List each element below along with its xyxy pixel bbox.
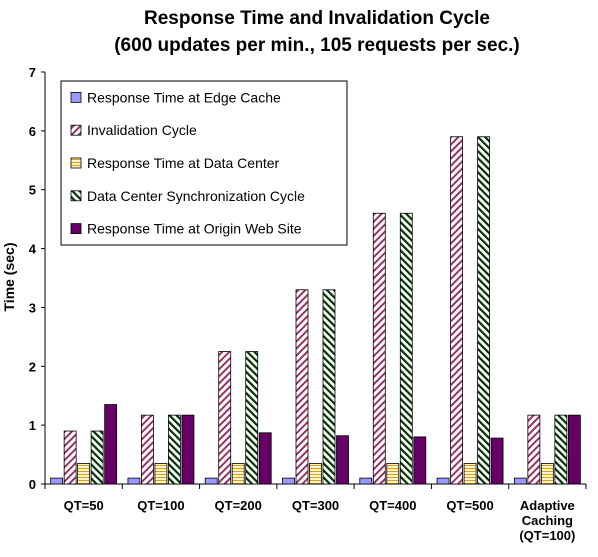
bar-5-3 <box>258 432 272 485</box>
legend-label: Response Time at Data Center <box>87 155 280 171</box>
plot-area: 0 1 2 3 4 5 6 7 QT=50 QT=100 QT=200 QT=300 QT=400 QT=… <box>29 65 587 543</box>
legend-box <box>60 80 348 246</box>
legend: Response Time at Edge Cache Invalidation … <box>60 80 348 246</box>
bar-1-7 <box>513 477 527 485</box>
x-tick-label: (QT=100) <box>519 528 575 543</box>
y-tick-label: 2 <box>29 359 36 374</box>
x-tick-label: QT=400 <box>369 498 416 513</box>
bar-4-3 <box>245 351 259 485</box>
y-tick-label: 3 <box>29 300 36 315</box>
y-tick-label: 5 <box>29 183 36 198</box>
y-tick-label: 7 <box>29 65 36 80</box>
chart-subtitle: (600 updates per min., 105 requests per … <box>114 35 520 56</box>
bar-5-5 <box>413 436 427 485</box>
bar-3-4 <box>309 462 322 485</box>
x-tick-label: Adaptive <box>520 498 575 513</box>
bar-1-4 <box>282 477 295 485</box>
bar-5-4 <box>336 435 349 485</box>
bar-3-7 <box>540 462 554 485</box>
legend-label: Response Time at Edge Cache <box>87 89 281 105</box>
legend-swatch <box>70 92 82 103</box>
legend-swatch <box>70 190 82 202</box>
legend-label: Invalidation Cycle <box>87 122 197 138</box>
bar-1-6 <box>436 477 450 485</box>
bar-2-5 <box>372 212 386 485</box>
bar-3-6 <box>463 462 477 485</box>
bar-5-2 <box>181 414 195 485</box>
y-tick-label: 1 <box>29 418 36 433</box>
x-tick-label: QT=500 <box>446 498 493 513</box>
bar-1-5 <box>359 477 373 485</box>
bar-2-3 <box>218 351 232 485</box>
bar-3-3 <box>231 462 245 485</box>
bar-2-1 <box>63 430 77 485</box>
bar-4-5 <box>399 212 413 485</box>
bar-2-2 <box>141 414 154 485</box>
bar-4-2 <box>168 414 181 485</box>
bar-5-7 <box>567 414 581 485</box>
chart-title: Response Time and Invalidation Cycle <box>144 8 490 29</box>
bar-5-6 <box>490 437 504 485</box>
y-axis-label: Time (sec) <box>1 243 17 312</box>
legend-label: Response Time at Origin Web Site <box>87 221 302 237</box>
x-tick-label: QT=100 <box>137 498 184 513</box>
bar-4-7 <box>554 414 568 485</box>
bar-1-3 <box>204 477 218 485</box>
bar-3-1 <box>77 462 91 485</box>
y-tick-label: 6 <box>29 124 36 139</box>
y-tick-label: 0 <box>29 477 36 492</box>
bar-4-1 <box>90 430 104 485</box>
bar-1-2 <box>127 477 141 485</box>
legend-swatch <box>70 124 82 136</box>
bar-5-1 <box>104 404 118 485</box>
bar-2-4 <box>295 289 309 485</box>
bar-3-5 <box>386 462 400 485</box>
x-tick-label: QT=50 <box>64 498 104 513</box>
x-tick-label: QT=300 <box>292 498 339 513</box>
legend-label: Data Center Synchronization Cycle <box>87 188 305 204</box>
legend-swatch <box>70 223 82 235</box>
x-tick-label: QT=200 <box>215 498 262 513</box>
y-tick-label: 4 <box>29 242 37 257</box>
bar-4-6 <box>477 136 490 485</box>
bar-3-2 <box>154 462 168 485</box>
bar-2-7 <box>527 414 541 485</box>
bar-4-4 <box>322 289 336 485</box>
bar-2-6 <box>450 136 463 485</box>
legend-swatch <box>70 157 82 169</box>
bar-1-1 <box>50 477 64 485</box>
x-tick-label: Caching <box>522 513 573 528</box>
